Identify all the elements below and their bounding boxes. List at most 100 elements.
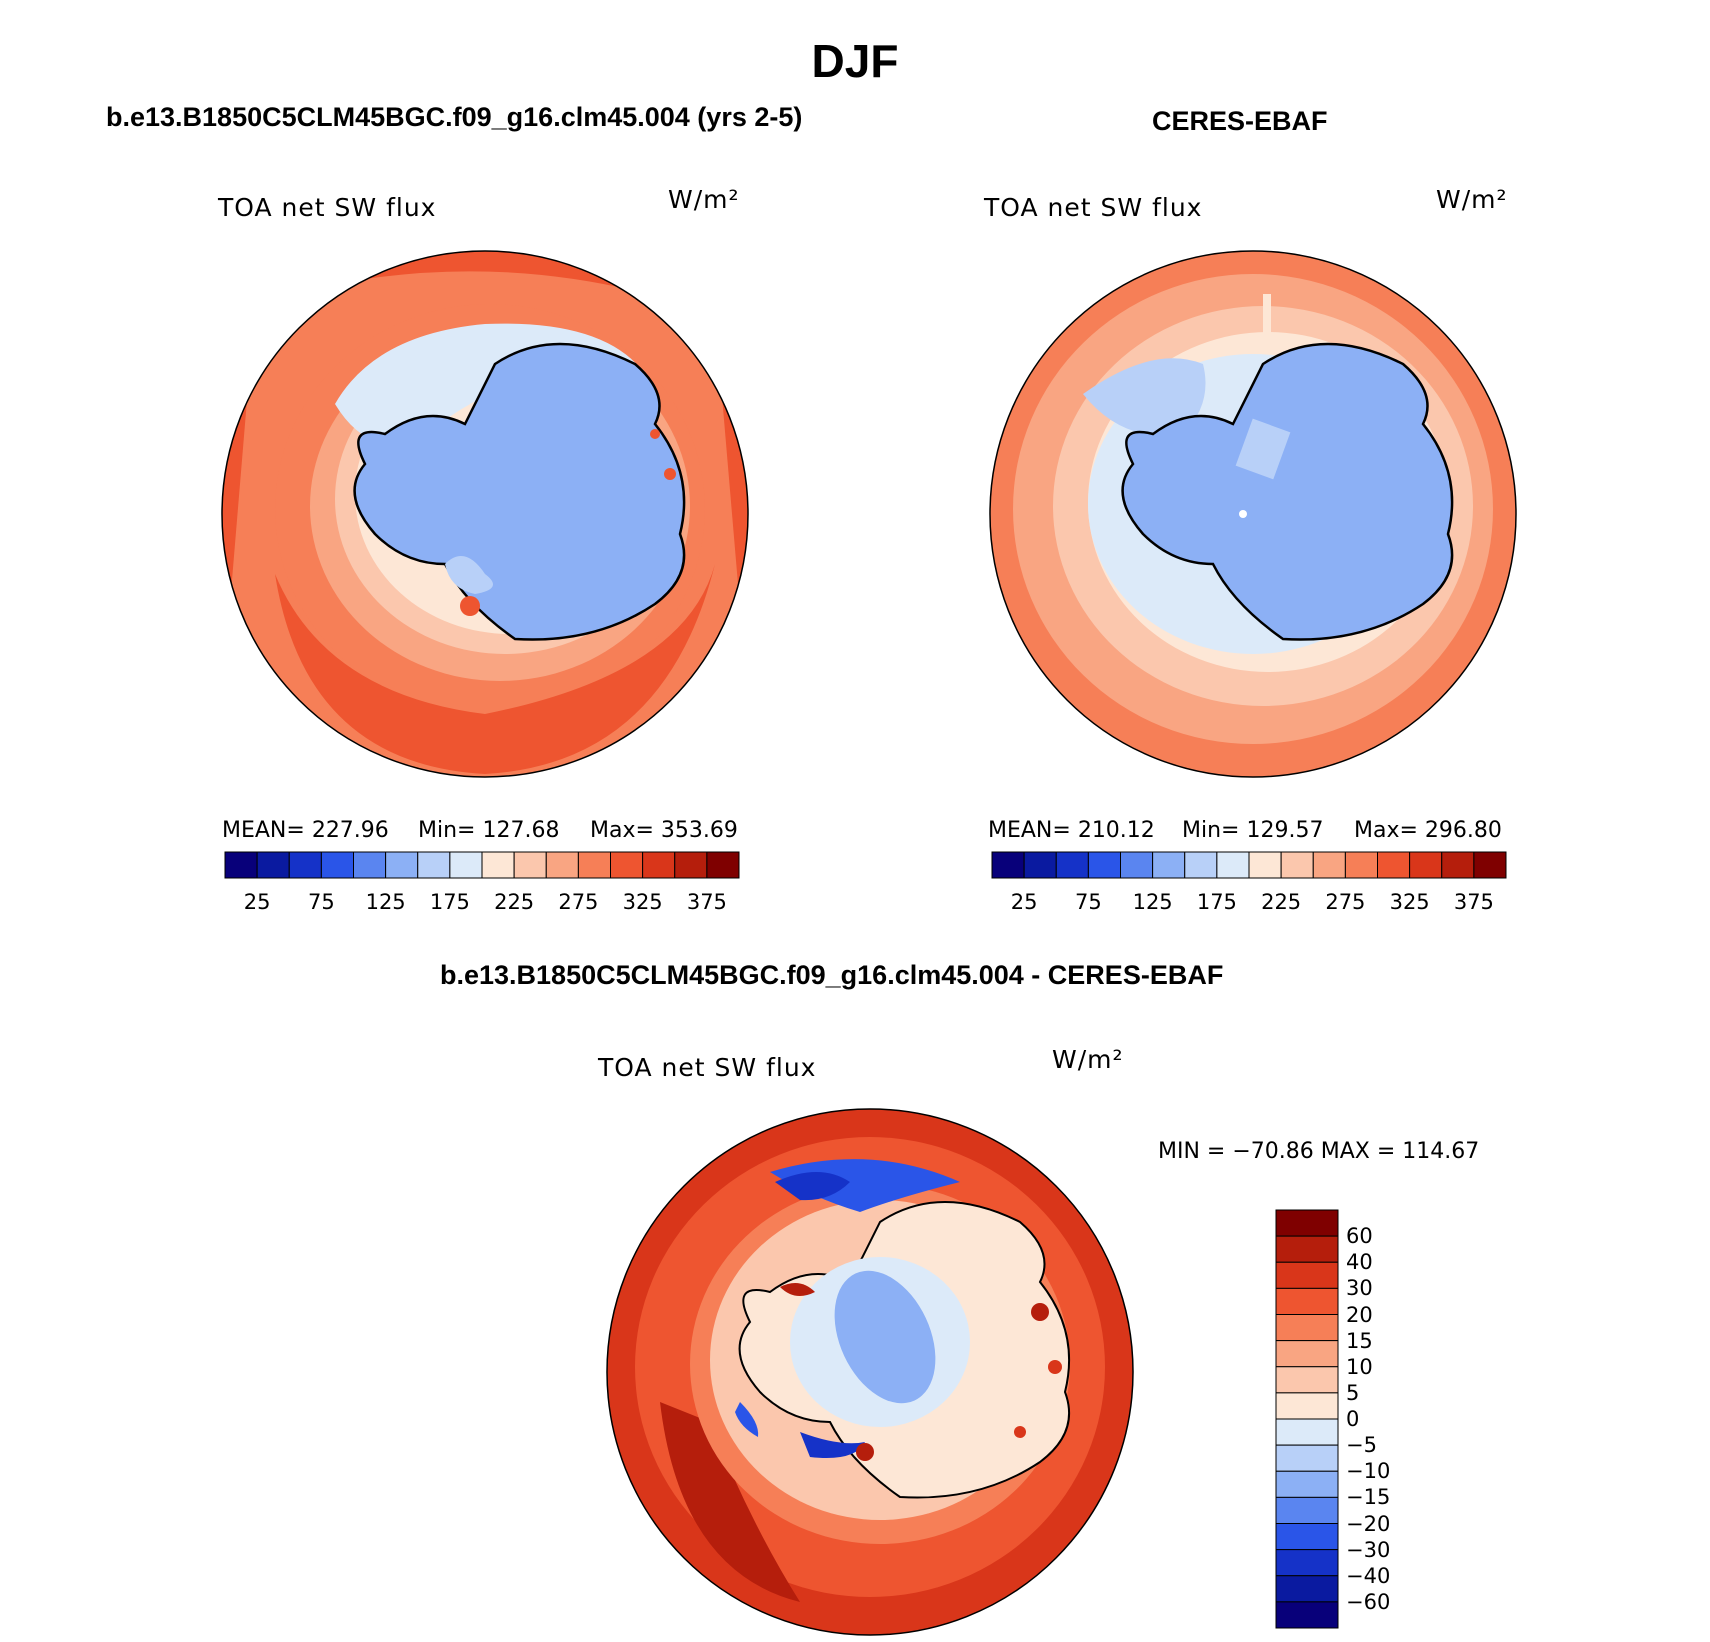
right-colorbar-box	[1344, 851, 1378, 879]
right-colorbar-box	[1441, 851, 1475, 879]
right-mean: MEAN= 210.12	[988, 818, 1155, 843]
diff-colorbar-tick-label: 0	[1346, 1407, 1360, 1431]
left-mean: MEAN= 227.96	[222, 818, 389, 843]
left-colorbar-box	[481, 851, 515, 879]
left-colorbar-box	[513, 851, 547, 879]
right-colorbar-box	[1409, 851, 1443, 879]
left-map	[221, 250, 749, 778]
diff-colorbar-box	[1275, 1340, 1339, 1368]
diff-colorbar-tick-label: 10	[1346, 1354, 1373, 1379]
right-colorbar-tick-label: 275	[1325, 890, 1366, 914]
diff-colorbar-tick-label: −20	[1346, 1511, 1391, 1536]
left-colorbar-tick-label: 225	[494, 890, 535, 914]
right-colorbar-box	[1184, 851, 1218, 879]
right-colorbar-box	[1152, 851, 1186, 879]
right-colorbar-box	[1248, 851, 1282, 879]
diff-colorbar-box	[1275, 1314, 1339, 1342]
right-max: Max= 296.80	[1354, 818, 1502, 843]
right-colorbar-tick-label: 325	[1389, 890, 1430, 914]
left-colorbar-box	[706, 851, 740, 879]
right-colorbar-box	[1055, 851, 1089, 879]
left-colorbar-tick-label: 125	[365, 890, 406, 914]
left-panel-title: b.e13.B1850C5CLM45BGC.f09_g16.clm45.004 …	[106, 102, 803, 132]
diff-map	[606, 1108, 1134, 1636]
left-colorbar-box	[320, 851, 354, 879]
left-colorbar-box	[642, 851, 676, 879]
right-colorbar-box	[1280, 851, 1314, 879]
right-colorbar-box	[991, 851, 1025, 879]
left-colorbar-box	[385, 851, 419, 879]
diff-colorbar-tick-label: 20	[1346, 1302, 1373, 1327]
left-colorbar-box	[674, 851, 708, 879]
left-max: Max= 353.69	[590, 818, 738, 843]
diff-colorbar-tick-label: 40	[1346, 1250, 1373, 1275]
left-colorbar-box	[449, 851, 483, 879]
diff-colorbar-box	[1275, 1523, 1339, 1551]
left-colorbar-box	[353, 851, 387, 879]
left-colorbar	[224, 851, 740, 879]
left-colorbar-box	[417, 851, 451, 879]
diff-colorbar-tick-label: −10	[1346, 1459, 1391, 1484]
diff-colorbar-tick-label: 15	[1346, 1328, 1373, 1353]
diff-colorbar-box	[1275, 1418, 1339, 1446]
diff-panel-title: b.e13.B1850C5CLM45BGC.f09_g16.clm45.004 …	[440, 960, 1224, 990]
right-colorbar	[991, 851, 1507, 879]
right-colorbar-box	[1377, 851, 1411, 879]
diff-colorbar-tick-label: −15	[1346, 1485, 1391, 1510]
right-colorbar-box	[1023, 851, 1057, 879]
diff-colorbar-box	[1275, 1209, 1339, 1237]
left-variable-label: TOA net SW flux	[218, 193, 437, 222]
right-colorbar-tick-label: 75	[1075, 890, 1102, 914]
diff-colorbar-box	[1275, 1549, 1339, 1577]
diff-colorbar-tick-label: −30	[1346, 1537, 1391, 1562]
right-panel-title: CERES-EBAF	[1152, 106, 1328, 136]
diff-colorbar	[1275, 1209, 1339, 1629]
left-colorbar-tick-label: 275	[558, 890, 599, 914]
right-variable-label: TOA net SW flux	[984, 193, 1203, 222]
right-colorbar-tick-label: 125	[1132, 890, 1173, 914]
left-colorbar-box	[224, 851, 258, 879]
diff-colorbar-tick-label: −40	[1346, 1563, 1391, 1588]
right-colorbar-box	[1473, 851, 1507, 879]
diff-colorbar-box	[1275, 1366, 1339, 1394]
diff-colorbar-tick-label: −5	[1346, 1433, 1377, 1458]
left-colorbar-tick-label: 75	[308, 890, 335, 914]
diff-colorbar-tick-label: 30	[1346, 1276, 1373, 1301]
right-colorbar-tick-label: 375	[1453, 890, 1494, 914]
left-colorbar-tick-label: 375	[686, 890, 727, 914]
right-colorbar-tick-label: 225	[1261, 890, 1302, 914]
left-colorbar-box	[256, 851, 290, 879]
right-map	[989, 250, 1517, 778]
right-colorbar-tick-label: 25	[1010, 890, 1038, 914]
diff-colorbar-box	[1275, 1601, 1339, 1629]
main-title: DJF	[811, 35, 899, 87]
diff-range-text: MIN = −70.86 MAX = 114.67	[1158, 1139, 1480, 1164]
diff-units-label: W/m²	[1052, 1045, 1124, 1074]
diff-colorbar-tick-label: 60	[1346, 1224, 1373, 1249]
left-colorbar-tick-label: 325	[622, 890, 663, 914]
right-min: Min= 129.57	[1182, 818, 1324, 843]
diff-colorbar-box	[1275, 1444, 1339, 1472]
diff-colorbar-box	[1275, 1287, 1339, 1315]
right-colorbar-box	[1216, 851, 1250, 879]
left-colorbar-box	[288, 851, 322, 879]
left-colorbar-box	[577, 851, 611, 879]
right-colorbar-box	[1087, 851, 1121, 879]
diff-colorbar-box	[1275, 1261, 1339, 1289]
diff-colorbar-box	[1275, 1496, 1339, 1524]
diff-colorbar-tick-label: 5	[1346, 1380, 1360, 1405]
left-colorbar-box	[545, 851, 579, 879]
right-colorbar-tick-label: 175	[1196, 890, 1237, 914]
left-min: Min= 127.68	[418, 818, 560, 843]
diff-colorbar-box	[1275, 1575, 1339, 1603]
diff-colorbar-tick-label: −60	[1346, 1589, 1391, 1614]
left-units-label: W/m²	[668, 185, 740, 214]
right-colorbar-box	[1120, 851, 1154, 879]
right-units-label: W/m²	[1436, 185, 1508, 214]
left-colorbar-box	[610, 851, 644, 879]
diff-colorbar-box	[1275, 1235, 1339, 1263]
diff-variable-label: TOA net SW flux	[598, 1053, 817, 1082]
left-colorbar-tick-label: 175	[429, 890, 470, 914]
right-colorbar-box	[1312, 851, 1346, 879]
diff-colorbar-box	[1275, 1470, 1339, 1498]
